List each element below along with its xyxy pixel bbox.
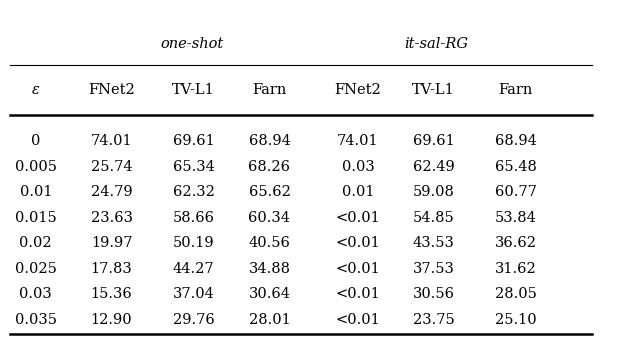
Text: TV-L1: TV-L1 xyxy=(412,83,455,97)
Text: 0.02: 0.02 xyxy=(19,236,52,250)
Text: 0.01: 0.01 xyxy=(342,185,374,199)
Text: <0.01: <0.01 xyxy=(335,313,380,326)
Text: <0.01: <0.01 xyxy=(335,287,380,301)
Text: 34.88: 34.88 xyxy=(248,262,291,276)
Text: 36.62: 36.62 xyxy=(495,236,537,250)
Text: 68.26: 68.26 xyxy=(248,160,291,174)
Text: 0.01: 0.01 xyxy=(19,185,52,199)
Text: <0.01: <0.01 xyxy=(335,211,380,225)
Text: 0.005: 0.005 xyxy=(15,160,57,174)
Text: 37.04: 37.04 xyxy=(173,287,214,301)
Text: 25.74: 25.74 xyxy=(91,160,132,174)
Text: 30.56: 30.56 xyxy=(413,287,454,301)
Text: FNet2: FNet2 xyxy=(88,83,135,97)
Text: 59.08: 59.08 xyxy=(413,185,454,199)
Text: 69.61: 69.61 xyxy=(413,134,454,148)
Text: 74.01: 74.01 xyxy=(337,134,379,148)
Text: 68.94: 68.94 xyxy=(495,134,537,148)
Text: 40.56: 40.56 xyxy=(248,236,291,250)
Text: 17.83: 17.83 xyxy=(91,262,132,276)
Text: 31.62: 31.62 xyxy=(495,262,537,276)
Text: 65.34: 65.34 xyxy=(173,160,214,174)
Text: 69.61: 69.61 xyxy=(173,134,214,148)
Text: Farn: Farn xyxy=(252,83,287,97)
Text: 12.90: 12.90 xyxy=(91,313,132,326)
Text: 28.05: 28.05 xyxy=(495,287,537,301)
Text: 29.76: 29.76 xyxy=(173,313,214,326)
Text: 62.32: 62.32 xyxy=(173,185,214,199)
Text: 0: 0 xyxy=(31,134,40,148)
Text: TV-L1: TV-L1 xyxy=(172,83,215,97)
Text: 54.85: 54.85 xyxy=(413,211,454,225)
Text: 15.36: 15.36 xyxy=(91,287,132,301)
Text: 58.66: 58.66 xyxy=(173,211,214,225)
Text: 24.79: 24.79 xyxy=(91,185,132,199)
Text: 30.64: 30.64 xyxy=(248,287,291,301)
Text: 53.84: 53.84 xyxy=(495,211,537,225)
Text: Farn: Farn xyxy=(499,83,533,97)
Text: 68.94: 68.94 xyxy=(248,134,291,148)
Text: 37.53: 37.53 xyxy=(413,262,454,276)
Text: 65.62: 65.62 xyxy=(248,185,291,199)
Text: 23.63: 23.63 xyxy=(90,211,132,225)
Text: it-sal-RG: it-sal-RG xyxy=(404,37,468,51)
Text: one-shot: one-shot xyxy=(160,37,223,51)
Text: 0.015: 0.015 xyxy=(15,211,56,225)
Text: <0.01: <0.01 xyxy=(335,262,380,276)
Text: 60.77: 60.77 xyxy=(495,185,537,199)
Text: 0.03: 0.03 xyxy=(342,160,374,174)
Text: 0.035: 0.035 xyxy=(15,313,57,326)
Text: 28.01: 28.01 xyxy=(248,313,291,326)
Text: 23.75: 23.75 xyxy=(413,313,454,326)
Text: 44.27: 44.27 xyxy=(173,262,214,276)
Text: 65.48: 65.48 xyxy=(495,160,537,174)
Text: 50.19: 50.19 xyxy=(173,236,214,250)
Text: 0.025: 0.025 xyxy=(15,262,57,276)
Text: ε: ε xyxy=(32,83,40,97)
Text: <0.01: <0.01 xyxy=(335,236,380,250)
Text: 60.34: 60.34 xyxy=(248,211,291,225)
Text: 43.53: 43.53 xyxy=(413,236,454,250)
Text: 74.01: 74.01 xyxy=(91,134,132,148)
Text: FNet2: FNet2 xyxy=(335,83,381,97)
Text: 62.49: 62.49 xyxy=(413,160,454,174)
Text: 25.10: 25.10 xyxy=(495,313,536,326)
Text: 0.03: 0.03 xyxy=(19,287,52,301)
Text: 19.97: 19.97 xyxy=(91,236,132,250)
